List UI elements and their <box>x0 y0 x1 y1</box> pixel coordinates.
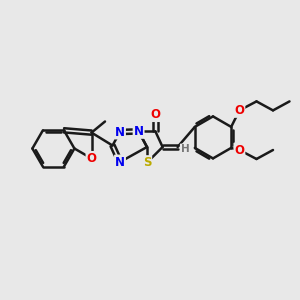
Text: H: H <box>181 144 190 154</box>
Text: O: O <box>234 104 244 117</box>
Text: N: N <box>115 155 125 169</box>
Text: O: O <box>150 108 161 121</box>
Text: N: N <box>115 125 125 139</box>
Text: N: N <box>134 125 144 138</box>
Text: O: O <box>86 152 97 165</box>
Text: S: S <box>143 156 151 169</box>
Text: O: O <box>234 143 244 157</box>
